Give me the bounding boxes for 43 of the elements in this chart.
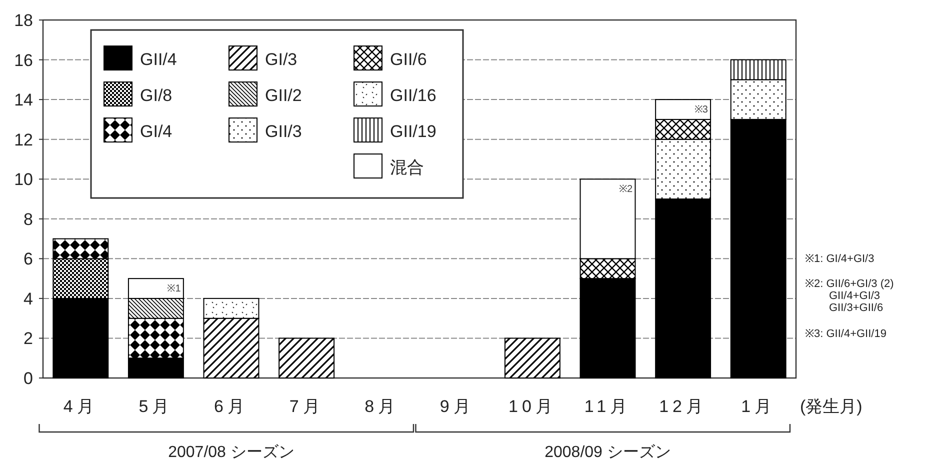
y-tick-label: 6 xyxy=(24,250,33,269)
legend-label: GII/4 xyxy=(140,50,177,69)
y-tick-label: 8 xyxy=(24,210,33,229)
x-tick-label: 5月 xyxy=(138,397,174,416)
text: GII/3+GII/6 xyxy=(829,302,884,314)
x-tick-label: 11月 xyxy=(584,397,632,416)
legend-label: GII/19 xyxy=(390,122,436,141)
legend-label: GI/3 xyxy=(265,50,298,69)
legend-label: GI/8 xyxy=(140,86,172,105)
x-tick-label: 9月 xyxy=(440,397,474,416)
x-tick-label: 12月 xyxy=(659,397,708,416)
text: ※1: GI/4+GI/3 xyxy=(805,253,874,265)
text: GII/4+GI/3 xyxy=(829,290,880,302)
x-tick-label: 4月 xyxy=(63,397,98,416)
x-tick-label: 8月 xyxy=(364,397,400,416)
x-tick-label: 10月 xyxy=(508,397,556,416)
text: ※3: GII/4+GII/19 xyxy=(805,328,886,340)
x-tick-label: 7月 xyxy=(289,397,324,416)
legend-label: GI/4 xyxy=(140,122,172,141)
x-tick-label: 6月 xyxy=(214,397,248,416)
y-tick-label: 16 xyxy=(14,50,33,70)
y-tick-label: 2 xyxy=(24,329,33,348)
x-axis-title: (発生月) xyxy=(800,397,862,416)
legend-label: GII/2 xyxy=(265,86,302,105)
y-tick-label: 14 xyxy=(14,90,33,110)
legend-label: GII/3 xyxy=(265,122,302,141)
x-tick-label: 1月 xyxy=(741,397,776,416)
text: 2008/09 シーズン xyxy=(544,444,671,461)
y-tick-label: 18 xyxy=(14,11,33,30)
text: 2007/08 シーズン xyxy=(168,444,294,461)
y-tick-label: 0 xyxy=(24,369,33,388)
y-tick-label: 4 xyxy=(24,289,33,308)
y-tick-label: 10 xyxy=(14,170,33,190)
legend-label: GII/6 xyxy=(390,50,427,69)
y-tick-label: 12 xyxy=(14,130,33,150)
bar xyxy=(504,338,560,378)
annotation: ※2 xyxy=(619,184,634,196)
legend-label: 混合 xyxy=(390,158,424,177)
text: ※2: GII/6+GI/3 (2) xyxy=(805,278,894,290)
bar xyxy=(278,338,335,378)
annotation: ※1 xyxy=(167,284,182,295)
legend-label: GII/16 xyxy=(390,86,436,105)
annotation: ※3 xyxy=(694,104,708,116)
